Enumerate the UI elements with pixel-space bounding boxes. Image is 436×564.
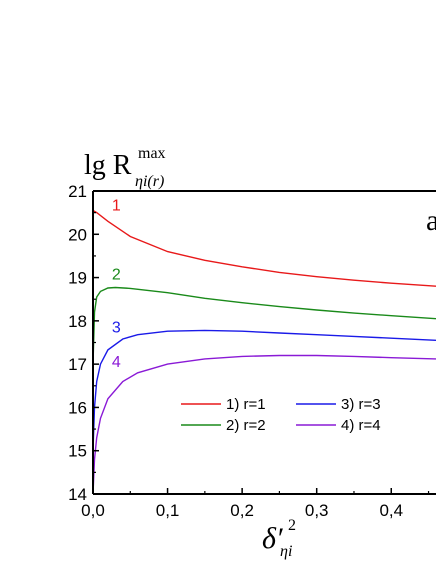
y-axis-title-sub: ηi(r) [135,173,164,190]
legend-entry-2: 2) r=2 [226,417,266,434]
y-axis-title: lg R max ηi(r) [84,145,166,190]
series-line-2 [92,286,436,365]
y-tick-label: 20 [68,225,87,244]
legend: 1) r=1 2) r=2 3) r=3 4) r=4 [181,396,381,434]
svg-text:lg R: lg R [84,150,132,181]
y-tick-label: 16 [68,398,87,417]
curve-label-4: 4 [112,354,121,371]
series-line-1 [92,209,436,287]
curve-label-1: 1 [112,197,121,214]
y-axis-title-sup: max [138,145,166,162]
y-tick-label: 14 [68,485,87,504]
y-tick-label: 18 [68,312,87,331]
y-tick-label: 15 [68,442,87,461]
curve-label-2: 2 [112,267,121,284]
y-tick-label: 21 [68,182,87,201]
series-line-3 [92,329,436,451]
curve-labels: 1 2 3 4 [112,197,121,371]
y-axis-title-main: lg R [84,150,132,181]
x-tick-label: 0,3 [305,501,329,520]
plot-area [92,209,436,495]
legend-entry-1: 1) r=1 [226,396,266,413]
x-tick-label: 0,4 [379,501,403,520]
legend-entry-4: 4) r=4 [341,417,381,434]
legend-entry-3: 3) r=3 [341,396,381,413]
series-line-4 [92,354,436,495]
x-axis-title: δ′ 2 ηi [262,517,296,560]
panel-label: a [426,204,436,237]
x-tick-label: 0,1 [156,501,180,520]
x-tick-label: 0,2 [230,501,254,520]
x-axis-title-sup: 2 [288,517,296,534]
y-tick-label: 17 [68,355,87,374]
x-tick-label: 0,0 [81,501,105,520]
x-axis-title-sub: ηi [280,543,292,560]
y-tick-label: 19 [68,269,87,288]
x-axis-title-main: δ′ [262,522,283,555]
curve-label-3: 3 [112,320,121,337]
